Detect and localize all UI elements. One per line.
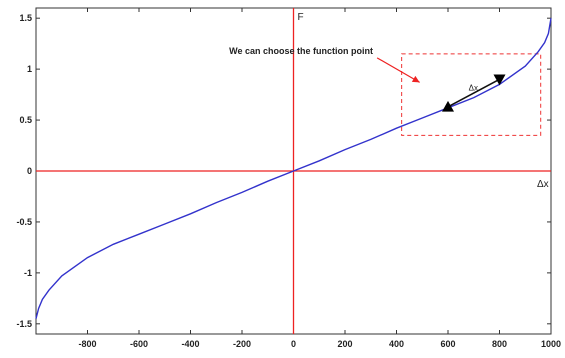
y-tick-label: 1 <box>27 64 32 74</box>
annotation-arrow-line <box>376 57 420 83</box>
delta-x-label: Δx <box>469 84 478 93</box>
y-axis-label: F <box>298 12 304 23</box>
x-tick-label: -400 <box>181 339 199 349</box>
x-tick-label: 800 <box>492 339 507 349</box>
x-tick-label: 200 <box>337 339 352 349</box>
function-curve <box>35 18 552 319</box>
x-tick-label: 0 <box>291 339 296 349</box>
y-tick-label: 1.5 <box>19 13 32 23</box>
annotation-arrow-head <box>411 75 420 83</box>
marker-triangle-up <box>442 100 454 112</box>
y-tick-label: -1.5 <box>16 319 32 329</box>
x-tick-label: 600 <box>440 339 455 349</box>
y-tick-label: 0.5 <box>19 115 32 125</box>
y-tick-label: 0 <box>27 166 32 176</box>
x-tick-label: -800 <box>78 339 96 349</box>
annotation-text: We can choose the function point <box>229 46 373 56</box>
x-tick-label: -600 <box>130 339 148 349</box>
selection-box <box>401 53 542 136</box>
ticks-layer: -800 -600 -400 -200 0 200 400 600 800 1000 -1.5 -1 -… <box>16 8 561 349</box>
box-layer <box>401 53 542 136</box>
x-tick-label: -200 <box>233 339 251 349</box>
y-tick-label: -0.5 <box>16 217 32 227</box>
marker-triangle-down <box>493 74 506 86</box>
series-layer <box>35 18 552 319</box>
x-tick-label: 400 <box>389 339 404 349</box>
annotation-layer: We can choose the function point Δx <box>229 46 506 112</box>
delta-segment <box>447 78 500 108</box>
x-tick-label: 1000 <box>541 339 561 349</box>
x-axis-label: Δx <box>537 179 549 190</box>
y-tick-label: -1 <box>24 268 32 278</box>
